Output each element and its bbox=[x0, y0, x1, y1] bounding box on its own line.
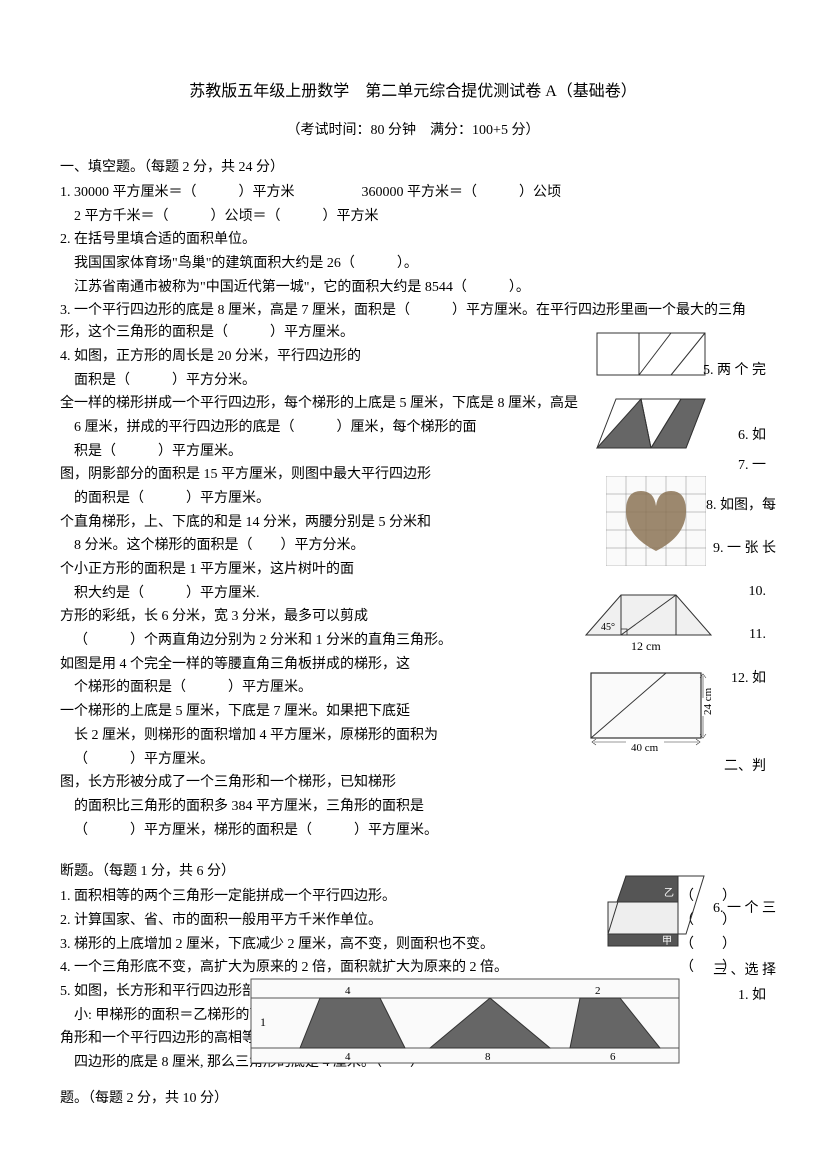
q2b: 我国国家体育场"鸟巢"的建筑面积大约是 26（ ）。 bbox=[60, 253, 766, 275]
q6-lead: 6. 如 bbox=[738, 425, 766, 446]
q10-lead: 10. bbox=[749, 581, 767, 602]
q8-lead: 8. 如图，每 bbox=[706, 495, 776, 516]
s2q6-lead: 6. 一 个 三 bbox=[713, 898, 776, 919]
figure-q6 bbox=[596, 398, 706, 458]
page-title: 苏教版五年级上册数学 第二单元综合提优测试卷 A（基础卷） bbox=[60, 80, 766, 104]
svg-text:甲: 甲 bbox=[662, 936, 672, 947]
fig12-height: 24 cm bbox=[702, 687, 714, 715]
figure-q8 bbox=[606, 476, 706, 566]
q2c: 江苏省南通市被称为"中国近代第一城"，它的面积大约是 8544（ ）。 bbox=[60, 277, 766, 299]
s2q3-text: 3. 梯形的上底增加 2 厘米，下底减少 2 厘米，高不变，则面积也不变。 bbox=[60, 937, 494, 952]
s3q1-lead: 1. 如 bbox=[738, 985, 766, 1006]
figure-s3q1: 1 4 2 4 8 6 bbox=[250, 978, 680, 1064]
q1c: 2 平方千米＝（ ）公顷＝（ ）平方米 bbox=[60, 206, 766, 228]
svg-text:1: 1 bbox=[260, 1015, 266, 1029]
section2-lead: 二、判 bbox=[724, 756, 766, 777]
q5-lead: 5. 两 个 完 bbox=[703, 360, 766, 381]
svg-text:6: 6 bbox=[610, 1051, 616, 1063]
figure-q12: 24 cm 40 cm bbox=[586, 668, 716, 754]
q12a: 图，长方形被分成了一个三角形和一个梯形，已知梯形 bbox=[60, 772, 766, 794]
section3-header: 题。（每题 2 分，共 10 分） 1. 如 bbox=[60, 1088, 766, 1109]
section3-lead: 三 、选 择 bbox=[713, 960, 776, 981]
q9-lead: 9. 一 张 长 bbox=[713, 538, 776, 559]
q1: 1. 30000 平方厘米＝（ ）平方米 360000 平方米＝（ ）公顷 bbox=[60, 182, 766, 204]
q1b-text: 360000 平方米＝（ ）公顷 bbox=[362, 185, 562, 200]
fig10-angle: 45° bbox=[601, 622, 615, 633]
q12c: （ ）平方厘米，梯形的面积是（ ）平方厘米。 bbox=[60, 820, 766, 842]
svg-text:2: 2 bbox=[595, 985, 601, 997]
svg-text:4: 4 bbox=[345, 985, 351, 997]
page-subtitle: （考试时间：80 分钟 满分：100+5 分） bbox=[60, 120, 766, 141]
q7-lead: 7. 一 bbox=[738, 455, 766, 476]
s3-header-text: 题。（每题 2 分，共 10 分） bbox=[60, 1091, 228, 1106]
fig10-length: 12 cm bbox=[631, 639, 661, 653]
svg-text:8: 8 bbox=[485, 1051, 491, 1063]
section1-header: 一、填空题。（每题 2 分，共 24 分） bbox=[60, 157, 766, 178]
figure-q4 bbox=[596, 332, 706, 376]
svg-text:乙: 乙 bbox=[664, 887, 674, 899]
q12-lead: 12. 如 bbox=[731, 668, 766, 689]
q12b: 的面积比三角形的面积多 384 平方厘米，三角形的面积是 bbox=[60, 796, 766, 818]
q2a: 2. 在括号里填合适的面积单位。 bbox=[60, 229, 766, 251]
fig12-width: 40 cm bbox=[631, 742, 659, 754]
s2q4-text: 4. 一个三角形底不变，高扩大为原来的 2 倍，面积就扩大为原来的 2 倍。 bbox=[60, 960, 508, 975]
q11-lead: 11. bbox=[749, 624, 766, 645]
s2q2-text: 2. 计算国家、省、市的面积一般用平方千米作单位。 bbox=[60, 913, 382, 928]
q1a-text: 1. 30000 平方厘米＝（ ）平方米 bbox=[60, 185, 295, 200]
s2q1-text: 1. 面积相等的两个三角形一定能拼成一个平行四边形。 bbox=[60, 889, 396, 904]
figure-q10: 45° 12 cm bbox=[581, 590, 716, 654]
svg-text:4: 4 bbox=[345, 1051, 351, 1063]
figure-s2q5: 乙 甲 bbox=[606, 874, 706, 948]
s2q4: 4. 一个三角形底不变，高扩大为原来的 2 倍，面积就扩大为原来的 2 倍。 （… bbox=[60, 957, 766, 979]
